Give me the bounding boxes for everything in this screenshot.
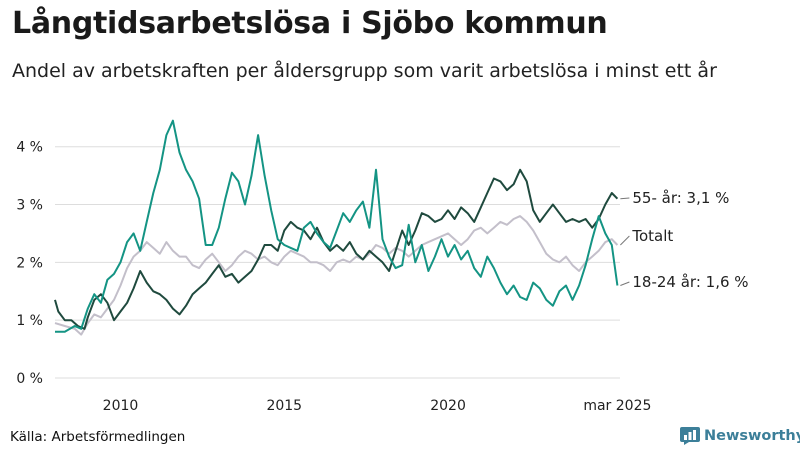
- x-tick-label: 2020: [430, 398, 466, 414]
- chart-subtitle: Andel av arbetskraften per åldersgrupp s…: [12, 60, 717, 82]
- y-tick-label: 2 %: [16, 255, 43, 271]
- y-tick-label: 1 %: [16, 313, 43, 329]
- y-tick-label: 0 %: [16, 371, 43, 387]
- y-tick-label: 4 %: [16, 140, 43, 156]
- x-tick-label: 2010: [103, 398, 139, 414]
- series-end-label: 18-24 år: 1,6 %: [632, 273, 748, 291]
- x-tick-label: mar 2025: [583, 398, 651, 414]
- brand-name: Newsworthy: [704, 428, 800, 444]
- chart-title: Långtidsarbetslösa i Sjöbo kommun: [12, 6, 608, 41]
- series-line: [55, 119, 619, 333]
- source-note: Källa: Arbetsförmedlingen: [10, 429, 186, 445]
- y-axis-ticks: 0 % 1 % 2 % 3 % 4 %: [16, 140, 43, 387]
- series-end-label: 55- år: 3,1 %: [632, 189, 729, 207]
- series-line: [54, 168, 619, 330]
- series-end-labels: Totalt 55- år: 3,1 % 18-24 år: 1,6 %: [620, 189, 749, 291]
- series-line: [54, 215, 619, 336]
- label-connector: [620, 235, 630, 246]
- y-tick-label: 3 %: [16, 198, 43, 214]
- series-end-label: Totalt: [631, 227, 673, 245]
- label-connector: [620, 197, 630, 200]
- newsworthy-logo-icon: [680, 427, 700, 445]
- line-chart: 0 % 1 % 2 % 3 % 4 % 2010 2015 2020 mar 2025 Tot…: [16, 119, 749, 414]
- newsworthy-logo[interactable]: Newsworthy: [680, 427, 800, 445]
- grid-lines: [55, 146, 620, 379]
- label-connector: [620, 281, 630, 286]
- x-axis-ticks: 2010 2015 2020 mar 2025: [103, 398, 652, 414]
- x-tick-label: 2015: [266, 398, 302, 414]
- series-lines: [54, 119, 619, 336]
